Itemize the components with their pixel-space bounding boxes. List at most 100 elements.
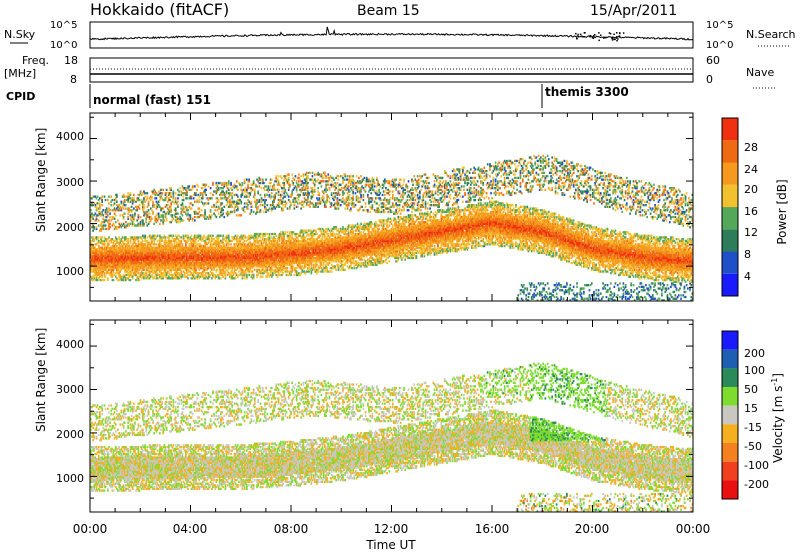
power-cell bbox=[90, 267, 92, 270]
power-cell bbox=[133, 272, 135, 275]
power-cell bbox=[209, 187, 212, 190]
power-cell bbox=[259, 209, 262, 212]
power-cell bbox=[143, 198, 145, 202]
power-cell bbox=[144, 243, 146, 246]
power-cell bbox=[99, 197, 101, 200]
power-cell bbox=[222, 212, 224, 215]
power-cell bbox=[265, 185, 267, 188]
power-cell bbox=[143, 250, 145, 253]
power-cell bbox=[140, 273, 143, 277]
power-cell bbox=[128, 278, 131, 282]
power-cell bbox=[118, 207, 120, 210]
power-cell bbox=[91, 278, 93, 282]
power-cell bbox=[170, 192, 172, 195]
nsearch-point bbox=[577, 36, 580, 38]
power-cell bbox=[200, 209, 203, 212]
power-cell bbox=[179, 187, 181, 190]
power-cell bbox=[285, 202, 288, 205]
power-cell bbox=[137, 275, 140, 278]
power-cell bbox=[134, 214, 136, 217]
power-cell bbox=[137, 217, 140, 220]
power-cell bbox=[134, 238, 136, 241]
power-cell bbox=[160, 219, 162, 222]
power-cell bbox=[125, 265, 127, 268]
power-cell bbox=[195, 192, 197, 195]
power-cell bbox=[127, 207, 129, 210]
power-cell bbox=[109, 222, 111, 225]
power-cell bbox=[126, 239, 128, 243]
power-cell bbox=[118, 222, 120, 225]
power-cell bbox=[147, 277, 150, 280]
power-cell bbox=[123, 258, 126, 261]
power-cell bbox=[139, 190, 142, 193]
power-cell bbox=[282, 207, 284, 210]
power-cell bbox=[121, 251, 124, 254]
power-cell bbox=[126, 270, 128, 273]
power-cell bbox=[146, 210, 149, 214]
power-cell bbox=[113, 265, 116, 268]
power-cell bbox=[142, 244, 144, 248]
power-cell bbox=[131, 236, 134, 239]
power-cell bbox=[138, 250, 141, 253]
power-cell bbox=[126, 258, 128, 261]
power-cell bbox=[129, 253, 132, 256]
power-cell bbox=[133, 250, 135, 253]
power-cell bbox=[290, 202, 292, 205]
power-cell bbox=[252, 273, 255, 277]
power-cell bbox=[138, 278, 141, 282]
power-cell bbox=[120, 248, 123, 251]
power-cell bbox=[95, 253, 98, 256]
power-cell bbox=[120, 263, 123, 266]
power-cell bbox=[302, 205, 305, 208]
power-cell bbox=[123, 260, 126, 263]
power-cell bbox=[105, 215, 108, 219]
power-cell bbox=[143, 210, 145, 214]
power-cell bbox=[128, 253, 131, 256]
power-cell bbox=[116, 238, 118, 241]
power-cell bbox=[146, 215, 149, 219]
power-cell bbox=[108, 195, 110, 198]
power-cell bbox=[147, 270, 150, 273]
power-cell bbox=[131, 260, 134, 263]
power-cell bbox=[134, 250, 136, 253]
power-cell bbox=[94, 219, 97, 222]
power-cell bbox=[145, 248, 148, 251]
power-cell bbox=[142, 248, 144, 251]
power-cell bbox=[105, 251, 108, 254]
power-cell bbox=[269, 185, 272, 188]
power-cell bbox=[131, 258, 134, 261]
power-cell bbox=[126, 265, 128, 268]
power-cell bbox=[92, 214, 94, 217]
power-cell bbox=[103, 253, 106, 256]
power-cell bbox=[112, 267, 115, 270]
power-cell bbox=[93, 248, 96, 251]
power-cell bbox=[145, 263, 148, 266]
power-cell bbox=[127, 197, 129, 200]
power-cell bbox=[108, 260, 110, 263]
power-cell bbox=[146, 277, 149, 280]
power-cell bbox=[112, 239, 115, 243]
power-cell bbox=[142, 272, 144, 275]
power-cell bbox=[140, 261, 143, 265]
date-title: 15/Apr/2011 bbox=[590, 3, 677, 19]
power-cell bbox=[148, 215, 151, 219]
power-cell bbox=[117, 246, 119, 249]
power-cell bbox=[142, 221, 144, 224]
power-cell bbox=[131, 248, 134, 251]
power-cell bbox=[117, 248, 119, 251]
power-cell bbox=[114, 253, 117, 256]
power-cell bbox=[92, 258, 94, 261]
power-cell bbox=[238, 270, 240, 273]
power-cell bbox=[104, 209, 107, 212]
power-cell bbox=[136, 255, 139, 258]
power-cell bbox=[122, 195, 125, 198]
power-cell bbox=[282, 272, 284, 275]
power-cell bbox=[133, 197, 135, 200]
power-cell bbox=[138, 255, 141, 258]
power-cell bbox=[121, 246, 124, 249]
power-cell bbox=[261, 275, 264, 278]
power-cell bbox=[97, 214, 100, 217]
power-cell bbox=[117, 265, 119, 268]
power-cell bbox=[95, 256, 98, 260]
